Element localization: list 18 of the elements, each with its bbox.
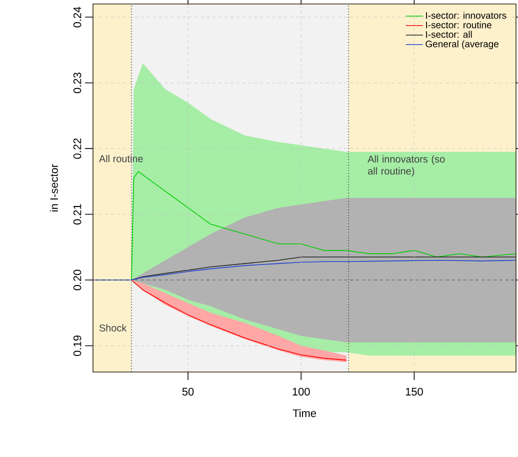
x-axis-title: Time bbox=[292, 409, 316, 418]
annotation: All innovators (so all routine) bbox=[368, 155, 445, 177]
x-tick-label: 150 bbox=[406, 388, 423, 396]
y-tick-label: 0.21 bbox=[73, 204, 82, 225]
legend-label: I-sector: innovators bbox=[426, 12, 506, 19]
y-tick-label: 0.23 bbox=[73, 72, 82, 94]
x-tick-label: 50 bbox=[182, 388, 194, 396]
y-tick-label: 0.20 bbox=[73, 270, 82, 290]
annotation: Shock bbox=[99, 324, 127, 332]
y-axis-title: in I-sector bbox=[50, 164, 58, 212]
y-tick-label: 0.19 bbox=[73, 336, 82, 356]
y-tick-label: 0.24 bbox=[73, 6, 82, 28]
legend-label: I-sector: all bbox=[426, 30, 472, 38]
legend-label: I-sector: routine bbox=[426, 21, 492, 28]
annotation: All routine bbox=[98, 154, 143, 162]
y-tick-label: 0.22 bbox=[73, 138, 82, 159]
x-tick-label: 100 bbox=[292, 388, 310, 396]
legend-label: General (average bbox=[426, 40, 498, 50]
